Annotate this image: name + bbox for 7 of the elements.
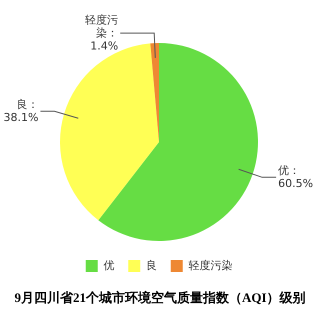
data-label: 轻度污染：1.4% (85, 13, 118, 52)
legend-label: 轻度污染 (188, 258, 232, 272)
legend-label: 优 (103, 258, 114, 272)
data-label: 良：38.1% (3, 98, 38, 124)
legend-label: 良 (146, 258, 157, 272)
text: 9月四川省21个城市环境空气质量指数（AQI）级别 (13, 289, 307, 307)
data-label: 优：60.5% (278, 164, 314, 190)
